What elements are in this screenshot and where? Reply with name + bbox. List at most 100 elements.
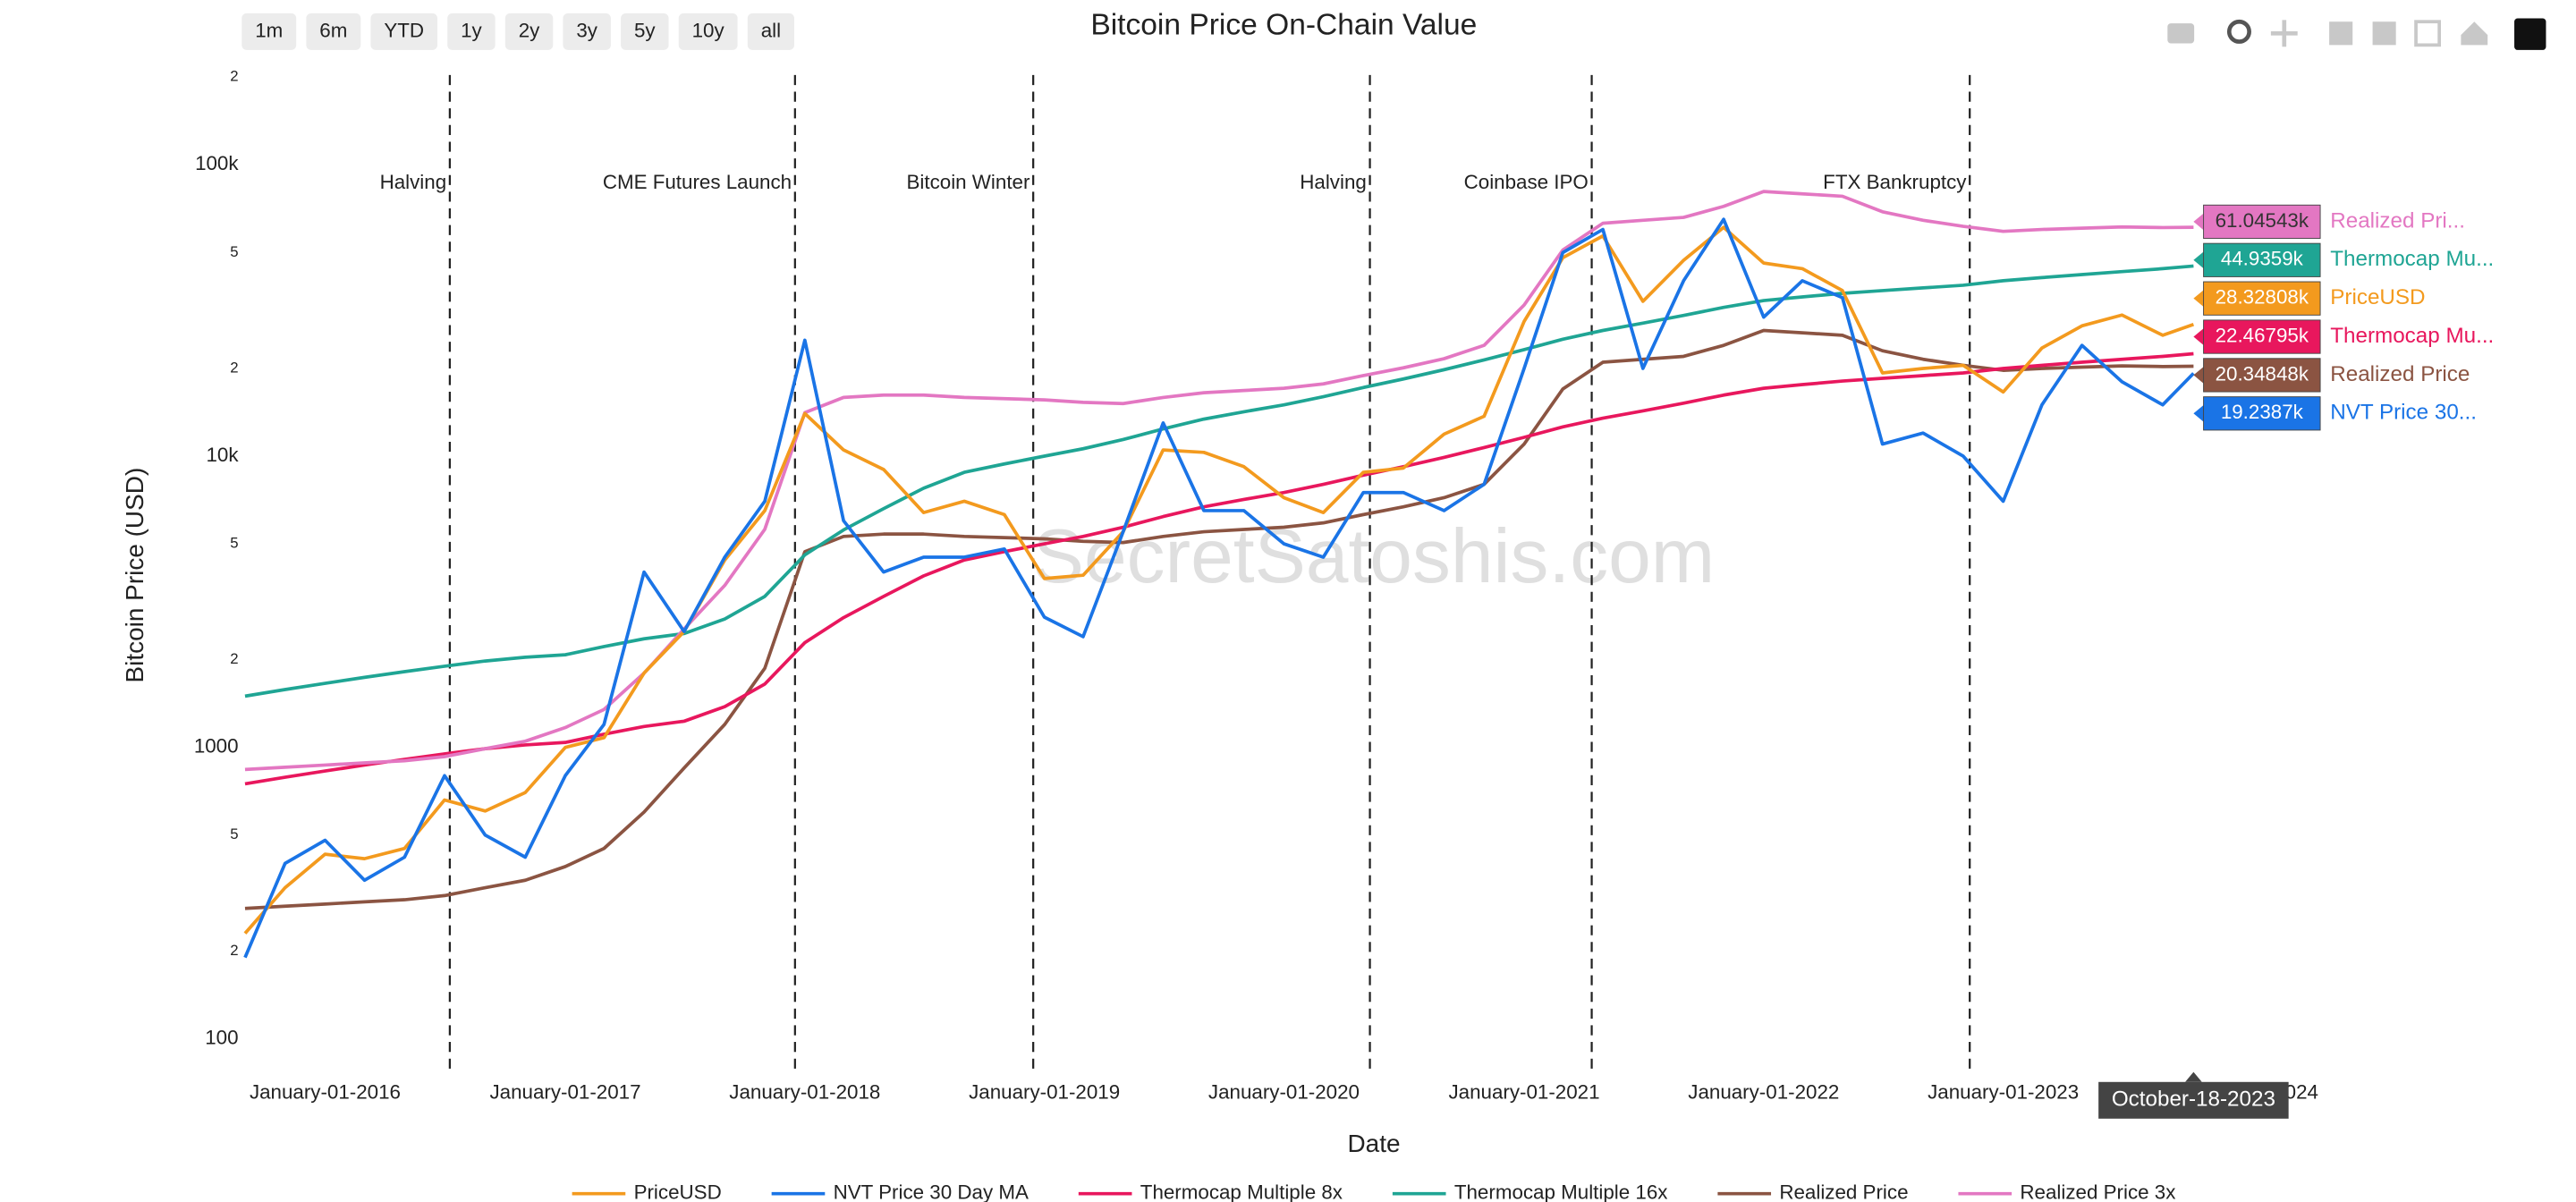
x-tick-label: January-01-2022 [1688, 1081, 1839, 1104]
range-button-label[interactable]: 6m [319, 19, 347, 41]
hover-box [2203, 319, 2321, 354]
legend-label: Realized Price [1779, 1181, 1908, 1202]
range-button[interactable]: 2y [504, 13, 554, 50]
zoom-in-icon[interactable] [2329, 21, 2353, 46]
hover-x-box [2098, 1081, 2289, 1119]
range-button-bg[interactable] [242, 13, 297, 50]
hover-name: PriceUSD [2330, 285, 2425, 309]
hover-box [2203, 204, 2321, 240]
range-button[interactable]: 6m [306, 13, 361, 50]
chart-title: Bitcoin Price On-Chain Value [1090, 9, 1477, 42]
legend-item[interactable]: PriceUSD [572, 1181, 722, 1202]
y-tick-label: 5 [230, 243, 238, 260]
range-button-bg[interactable] [678, 13, 738, 50]
hover-name: NVT Price 30... [2330, 401, 2477, 425]
hover-pointer [2193, 404, 2204, 422]
legend: PriceUSD NVT Price 30 Day MA Thermocap Mul… [572, 1181, 2175, 1202]
y-tick-label: 100k [195, 152, 239, 174]
legend-item[interactable]: Realized Price 3x [1958, 1181, 2175, 1202]
range-button-label[interactable]: YTD [384, 19, 424, 41]
reset-icon[interactable] [2461, 21, 2488, 46]
hover-box [2203, 281, 2321, 316]
event-annotation: CME Futures Launch [603, 171, 792, 193]
range-button-label[interactable]: all [761, 19, 781, 41]
y-tick-label: 5 [230, 825, 238, 842]
hover-name: Realized Price [2330, 362, 2470, 386]
range-button[interactable]: 5y [621, 13, 669, 50]
hover-pointer [2193, 367, 2204, 384]
range-button-bg[interactable] [563, 13, 611, 50]
hover-value: 20.34848k [2216, 362, 2309, 385]
range-button[interactable]: 10y [678, 13, 738, 50]
legend-item[interactable]: Thermocap Multiple 16x [1392, 1181, 1668, 1202]
range-button[interactable]: all [747, 13, 794, 50]
hover-name: Realized Pri... [2330, 208, 2465, 233]
watermark: SecretSatoshis.com [1033, 513, 1715, 599]
hover-box [2203, 242, 2321, 277]
legend-label: NVT Price 30 Day MA [834, 1181, 1029, 1202]
x-tick-label: January-01-2019 [969, 1081, 1120, 1104]
modebar [2167, 18, 2546, 50]
hover-value: 61.04543k [2216, 209, 2309, 232]
y-tick-label: 5 [230, 534, 238, 551]
hover-pointer [2193, 213, 2204, 231]
zoom-icon[interactable] [2226, 19, 2251, 44]
range-button-label[interactable]: 1y [461, 19, 482, 41]
series-line [243, 225, 2195, 935]
range-button-label[interactable]: 2y [519, 19, 540, 41]
y-tick-label: 100 [205, 1026, 238, 1048]
x-tick-label: January-01-2017 [489, 1081, 640, 1104]
range-button-bg[interactable] [747, 13, 794, 50]
event-annotation: Coinbase IPO [1464, 171, 1589, 193]
series-line [244, 328, 2194, 910]
x-tick-label: January-01-2023 [1928, 1081, 2079, 1104]
zoom-out-icon[interactable] [2372, 21, 2396, 46]
range-button-label[interactable]: 10y [692, 19, 725, 41]
legend-label: Thermocap Multiple 16x [1454, 1181, 1668, 1202]
range-button[interactable]: 1m [242, 13, 297, 50]
range-button-bg[interactable] [306, 13, 361, 50]
hover-pointer [2193, 328, 2204, 345]
legend-label: PriceUSD [634, 1181, 722, 1202]
y-tick-label: 2 [230, 942, 238, 959]
hover-value: 28.32808k [2216, 286, 2309, 309]
hover-name: Thermocap Mu... [2330, 247, 2494, 271]
y-tick-label: 1000 [194, 735, 239, 758]
hover-x-label: October-18-2023 [2112, 1088, 2275, 1112]
hover-name: Thermocap Mu... [2330, 324, 2494, 348]
y-tick-label: 2 [230, 650, 238, 667]
series-line [244, 264, 2194, 698]
pan-icon[interactable] [2270, 20, 2298, 47]
autoscale-icon[interactable] [2414, 20, 2442, 47]
range-button-label[interactable]: 1m [255, 19, 283, 41]
hover-pointer [2193, 290, 2204, 307]
range-button-label[interactable]: 3y [576, 19, 597, 41]
range-button-label[interactable]: 5y [634, 19, 656, 41]
plotly-logo[interactable] [2514, 18, 2546, 50]
legend-label: Realized Price 3x [2020, 1181, 2175, 1202]
legend-item[interactable]: Realized Price [1717, 1181, 1909, 1202]
range-button-bg[interactable] [447, 13, 496, 50]
hover-x-pointer [2185, 1071, 2202, 1082]
legend-item[interactable]: NVT Price 30 Day MA [771, 1181, 1029, 1202]
x-axis-title: Date [1347, 1130, 1400, 1157]
range-button-bg[interactable] [370, 13, 437, 50]
legend-item[interactable]: Thermocap Multiple 8x [1078, 1181, 1343, 1202]
x-tick-label: January-01-2020 [1208, 1081, 1360, 1104]
range-button[interactable]: 1y [447, 13, 496, 50]
hover-pointer [2193, 251, 2204, 269]
event-annotation: Halving [1300, 171, 1367, 193]
range-button-bg[interactable] [621, 13, 669, 50]
range-button-bg[interactable] [504, 13, 554, 50]
x-tick-label: January-01-2021 [1448, 1081, 1599, 1104]
range-button[interactable]: YTD [370, 13, 437, 50]
x-tick-label: January-01-2018 [729, 1081, 880, 1104]
camera-icon[interactable] [2167, 23, 2195, 44]
series-line [244, 351, 2194, 786]
series-line [244, 190, 2194, 772]
hover-box [2203, 396, 2321, 431]
range-button[interactable]: 3y [563, 13, 611, 50]
hover-value: 22.46795k [2216, 324, 2309, 346]
